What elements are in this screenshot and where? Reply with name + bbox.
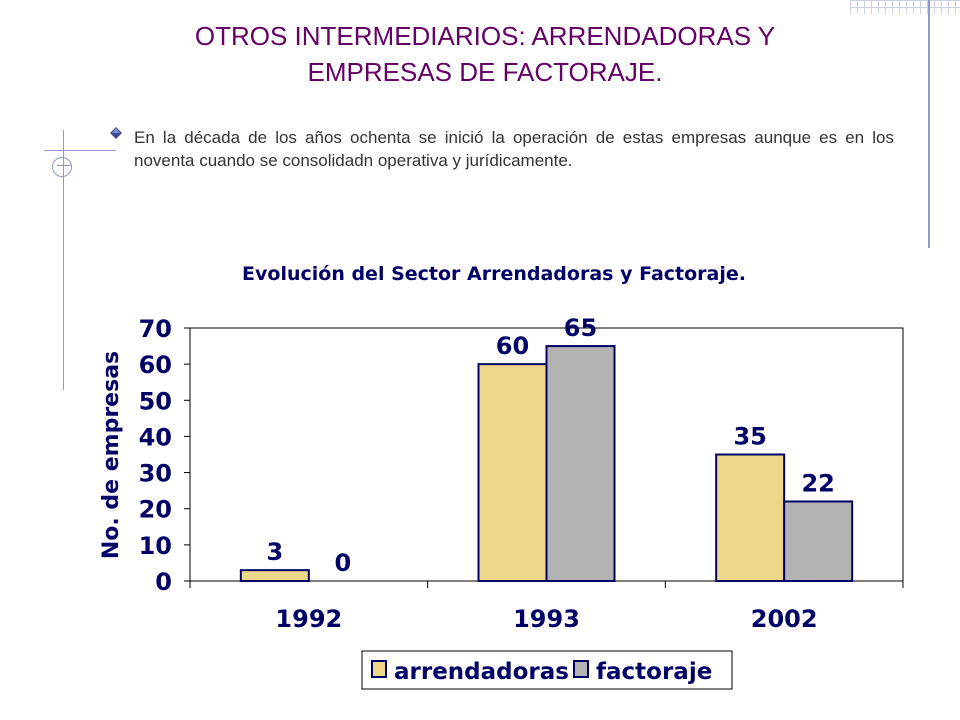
slide-title: OTROS INTERMEDIARIOS: ARRENDADORAS Y EMP… [90,18,880,90]
y-tick-label: 20 [139,496,172,524]
y-tick-label: 40 [139,423,172,451]
slide-title-line-1: OTROS INTERMEDIARIOS: ARRENDADORAS Y [194,21,776,51]
decorative-line [57,165,71,166]
y-tick-label: 60 [139,351,172,379]
decorative-circle [52,157,72,177]
y-tick-label: 10 [139,532,172,560]
y-tick-label: 30 [139,460,172,488]
legend-box [361,650,733,690]
diamond-bullet-icon [110,127,122,139]
bar-arrendadoras-1993 [477,363,548,582]
bar-factoraje-2002 [783,500,854,582]
data-label-factoraje-1993: 65 [564,314,597,342]
chart-title: Evolución del Sector Arrendadoras y Fact… [242,263,746,285]
bar-arrendadoras-1992 [239,569,310,583]
y-tick-label: 50 [139,387,172,415]
legend: arrendadoras factoraje [361,650,733,690]
bar-factoraje-1993 [545,345,616,583]
y-tick-label: 0 [155,568,172,596]
data-label-factoraje-2002: 22 [801,469,834,497]
bar-arrendadoras-2002 [715,453,786,582]
y-tick-label: 70 [139,315,172,343]
x-tick-label-1993: 1993 [513,605,580,633]
data-label-arrendadoras-1992: 3 [266,538,283,566]
x-tick-label-2002: 2002 [751,605,818,633]
legend-label-factoraje: factoraje [596,659,712,685]
legend-swatch-arrendadoras [371,660,387,678]
decorative-line [63,130,64,390]
slide-title-line-2: EMPRESAS DE FACTORAJE. [307,57,663,87]
decorative-line [928,0,930,248]
decorative-line [44,150,116,151]
decorative-grid [850,0,960,14]
bullet-text: En la década de los años ochenta se inic… [134,128,894,170]
legend-label-arrendadoras: arrendadoras [394,659,569,685]
data-label-factoraje-1992: 0 [334,549,351,577]
data-label-arrendadoras-2002: 35 [733,423,766,451]
y-axis-label: No. de empresas [99,351,124,559]
data-label-arrendadoras-1993: 60 [496,332,529,360]
legend-swatch-factoraje [573,660,589,678]
x-tick-label-1992: 1992 [275,605,342,633]
